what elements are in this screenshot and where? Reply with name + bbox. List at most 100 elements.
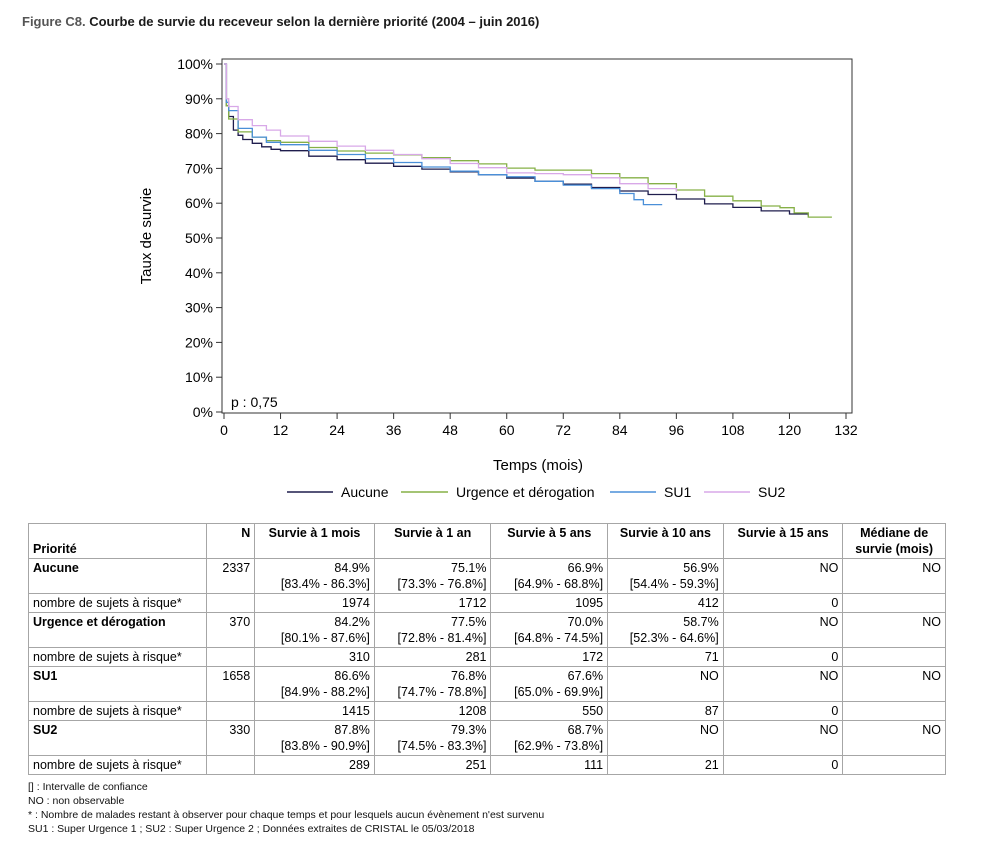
x-tick-label: 24 [329, 422, 345, 438]
x-tick-label: 36 [386, 422, 402, 438]
risk-count: 1415 [254, 701, 375, 721]
table-body: Aucune 2337 84.9% [83.4% - 86.3%] 75.1% [73.3… [28, 558, 946, 775]
header-n: N [205, 523, 256, 559]
survival-value: 58.7% [683, 615, 719, 629]
x-tick-label: 96 [669, 422, 685, 438]
risk-count: 172 [490, 647, 609, 667]
survival-cell: NO [607, 720, 724, 756]
group-label: SU1 [28, 666, 207, 702]
survival-cell: 87.8% [83.8% - 90.9%] [254, 720, 375, 756]
figure-title: Figure C8. Courbe de survie du receveur … [22, 14, 539, 29]
footnote-source: SU1 : Super Urgence 1 ; SU2 : Super Urge… [28, 823, 475, 835]
survival-cell: 84.2% [80.1% - 87.6%] [254, 612, 375, 648]
legend-label: Urgence et dérogation [456, 484, 595, 500]
risk-empty-median [842, 701, 946, 721]
survival-cell: NO [607, 666, 724, 702]
survival-cell: NO [722, 720, 844, 756]
table-row: Aucune 2337 84.9% [83.4% - 86.3%] 75.1% [73.3… [28, 558, 946, 594]
confidence-interval: [62.9% - 73.8%] [514, 739, 604, 753]
risk-empty-median [842, 755, 946, 775]
confidence-interval: [84.9% - 88.2%] [280, 685, 370, 699]
y-axis-label: Taux de survie [138, 188, 155, 285]
header-survie-5-ans: Survie à 5 ans [490, 523, 609, 559]
survival-cell: NO [722, 666, 844, 702]
risk-count: 111 [490, 755, 609, 775]
confidence-interval: [74.5% - 83.3%] [397, 739, 487, 753]
y-tick-label: 80% [185, 126, 213, 142]
median-cell: NO [842, 720, 946, 756]
survival-cell: 79.3% [74.5% - 83.3%] [373, 720, 492, 756]
x-tick-label: 12 [273, 422, 289, 438]
confidence-interval: [83.8% - 90.9%] [280, 739, 370, 753]
table-row: Urgence et dérogation 370 84.2% [80.1% - 87… [28, 612, 946, 648]
survival-value: 75.1% [451, 561, 487, 575]
y-tick-label: 40% [185, 265, 213, 281]
header-survie-1-mois: Survie à 1 mois [254, 523, 375, 559]
risk-count: 21 [607, 755, 724, 775]
series-line-3 [224, 63, 678, 192]
x-tick-label: 84 [612, 422, 628, 438]
y-tick-label: 50% [185, 230, 213, 246]
series-line-2 [224, 63, 663, 206]
confidence-interval: [65.0% - 69.9%] [514, 685, 604, 699]
risk-count: 0 [722, 593, 844, 613]
risk-label: nombre de sujets à risque* [28, 593, 207, 613]
x-tick-label: 0 [220, 422, 228, 438]
survival-value: NO [699, 669, 719, 683]
confidence-interval: [52.3% - 64.6%] [629, 631, 719, 645]
survival-cell: NO [722, 558, 844, 594]
survival-table: Priorité N Survie à 1 mois Survie à 1 an… [28, 523, 946, 775]
survival-value: 56.9% [683, 561, 719, 575]
survival-cell: 84.9% [83.4% - 86.3%] [254, 558, 375, 594]
risk-count: 251 [373, 755, 492, 775]
group-n: 330 [205, 720, 256, 756]
header-mediane: Médiane de survie (mois) [842, 523, 946, 559]
x-axis-label: Temps (mois) [493, 457, 583, 474]
survival-value: 84.2% [334, 615, 370, 629]
risk-count: 412 [607, 593, 724, 613]
y-tick-label: 70% [185, 160, 213, 176]
series-line-0 [224, 63, 809, 217]
confidence-interval: [80.1% - 87.6%] [280, 631, 370, 645]
legend-label: SU1 [664, 484, 691, 500]
median-cell: NO [842, 666, 946, 702]
p-value-annotation: p : 0,75 [231, 394, 278, 410]
survival-cell: 75.1% [73.3% - 76.8%] [373, 558, 492, 594]
x-tick-label: 48 [442, 422, 458, 438]
survival-cell: NO [722, 612, 844, 648]
header-survie-15-ans: Survie à 15 ans [722, 523, 844, 559]
figure-number: Figure C8. [22, 14, 86, 29]
x-tick-label: 60 [499, 422, 515, 438]
confidence-interval: [54.4% - 59.3%] [629, 577, 719, 591]
risk-count: 87 [607, 701, 724, 721]
confidence-interval: [73.3% - 76.8%] [397, 577, 487, 591]
risk-count: 1712 [373, 593, 492, 613]
group-n: 2337 [205, 558, 256, 594]
group-label: Aucune [28, 558, 207, 594]
y-tick-label: 0% [193, 404, 213, 420]
risk-count: 0 [722, 755, 844, 775]
x-tick-label: 120 [778, 422, 802, 438]
survival-value: 76.8% [451, 669, 487, 683]
survival-value: NO [819, 561, 839, 575]
survival-value: NO [819, 669, 839, 683]
survival-chart: 0% 10% 20% 30% 40% 50% 60% 70% 80% 90% 100% 0 12 24 36… [138, 56, 858, 500]
survival-cell: 76.8% [74.7% - 78.8%] [373, 666, 492, 702]
y-tick-label: 30% [185, 300, 213, 316]
survival-cell: 68.7% [62.9% - 73.8%] [490, 720, 609, 756]
header-survie-10-ans: Survie à 10 ans [607, 523, 724, 559]
survival-cell: 67.6% [65.0% - 69.9%] [490, 666, 609, 702]
survival-cell: 66.9% [64.9% - 68.8%] [490, 558, 609, 594]
confidence-interval: [74.7% - 78.8%] [397, 685, 487, 699]
risk-count: 281 [373, 647, 492, 667]
legend-label: SU2 [758, 484, 785, 500]
risk-count: 1974 [254, 593, 375, 613]
risk-empty-n [205, 647, 256, 667]
survival-value: NO [819, 615, 839, 629]
footnotes: [] : Intervalle de confiance NO : non ob… [28, 780, 544, 836]
risk-label: nombre de sujets à risque* [28, 647, 207, 667]
confidence-interval: [83.4% - 86.3%] [280, 577, 370, 591]
survival-cell: 58.7% [52.3% - 64.6%] [607, 612, 724, 648]
risk-count: 1208 [373, 701, 492, 721]
survival-value: 87.8% [334, 723, 370, 737]
